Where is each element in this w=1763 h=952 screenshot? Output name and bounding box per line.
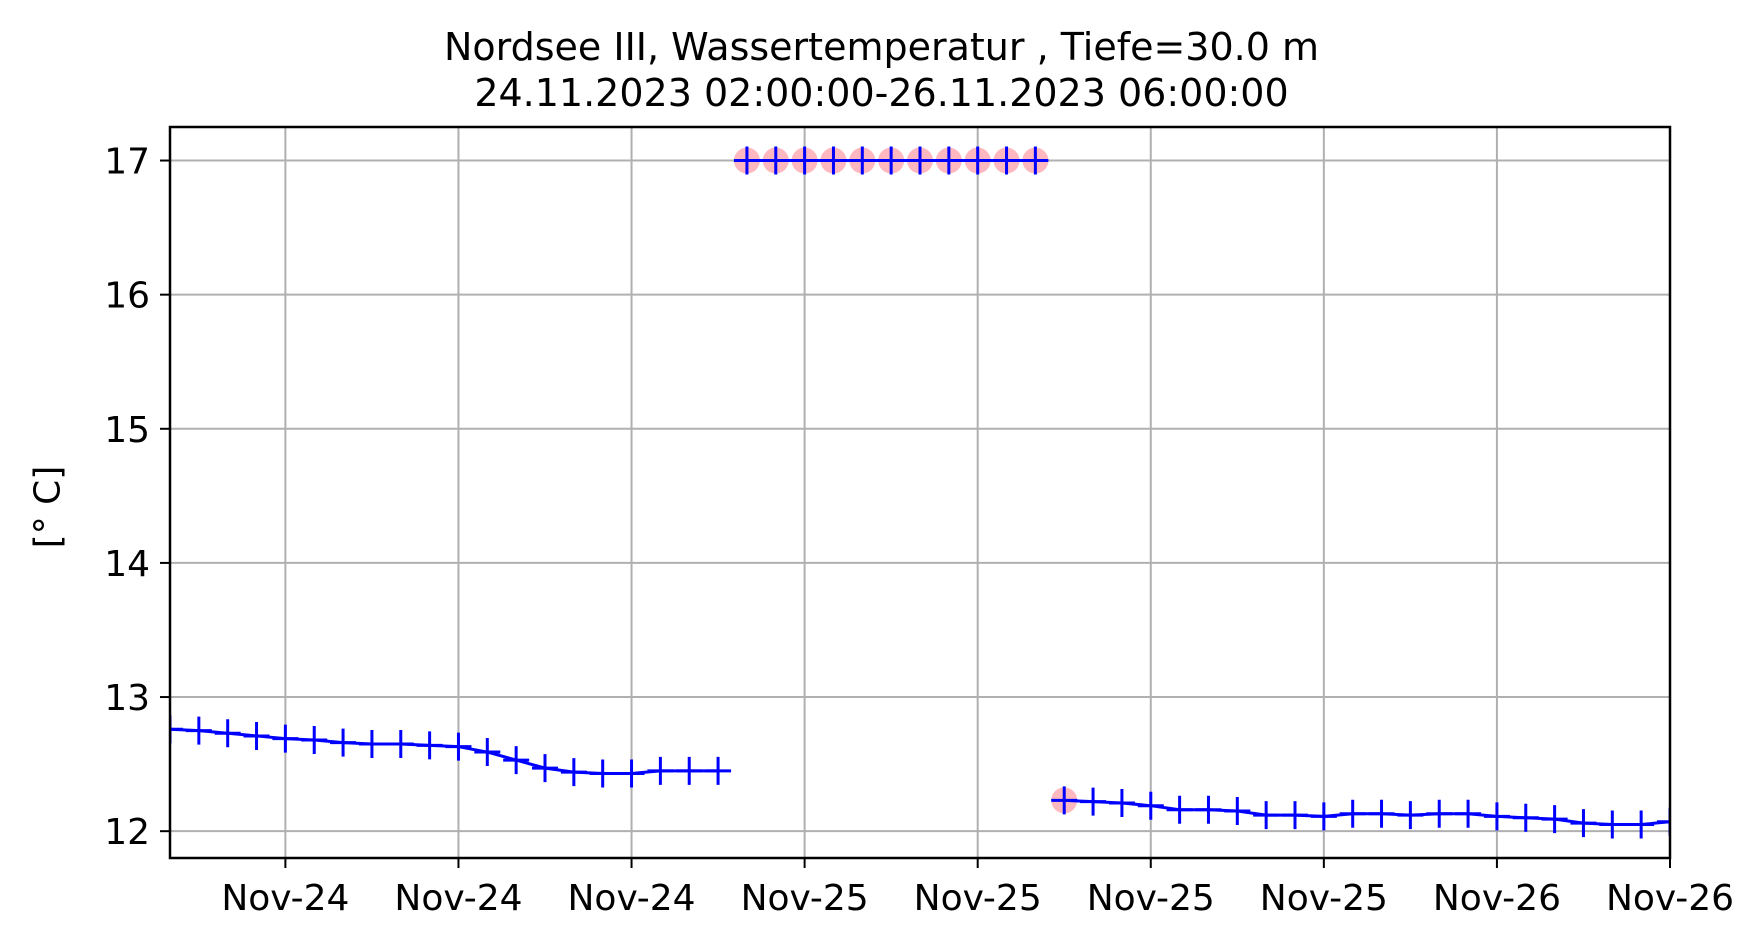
data-point: [416, 731, 443, 760]
x-tick-label: Nov-25: [741, 878, 869, 919]
x-tick-label: Nov-25: [914, 878, 1042, 919]
data-point: [762, 146, 789, 175]
x-tick-label: Nov-24: [394, 878, 522, 919]
data-point: [618, 759, 645, 788]
data-point: [503, 746, 530, 775]
data-point: [185, 716, 212, 745]
y-tick-label: 15: [104, 410, 150, 451]
data-point: [1080, 787, 1107, 816]
y-tick-label: 16: [104, 276, 150, 317]
x-tick-label: Nov-25: [1260, 878, 1388, 919]
data-point: [1512, 803, 1539, 832]
x-tick-label: Nov-25: [1087, 878, 1215, 919]
data-point: [170, 715, 183, 744]
data-point: [1628, 810, 1655, 839]
data-point: [791, 146, 818, 175]
data-point: [733, 146, 760, 175]
data-point: [1137, 791, 1164, 820]
data-point: [1541, 805, 1568, 834]
chart-title: Nordsee III, Wassertemperatur , Tiefe=30…: [443, 25, 1320, 69]
x-tick-label: Nov-24: [567, 878, 695, 919]
data-point: [1253, 801, 1280, 830]
data-point: [1455, 799, 1482, 828]
data-point: [1368, 799, 1395, 828]
data-point: [1426, 799, 1453, 828]
data-point: [1310, 802, 1337, 831]
data-point: [1195, 795, 1222, 824]
data-point: [907, 146, 933, 175]
y-tick-label: 13: [104, 678, 150, 719]
x-tick-label: Nov-26: [1606, 878, 1734, 919]
y-tick-label: 14: [104, 544, 150, 585]
data-point: [272, 724, 299, 753]
data-point: [532, 754, 558, 783]
data-point: [676, 756, 703, 785]
data-point: [1051, 786, 1078, 815]
data-point: [1022, 146, 1049, 175]
data-point: [964, 146, 991, 175]
data-point: [1339, 799, 1366, 828]
data-point: [993, 146, 1020, 175]
x-tick-label: Nov-24: [221, 878, 349, 919]
data-point: [1224, 797, 1251, 826]
data-point: [301, 725, 328, 754]
data-point: [820, 146, 847, 175]
data-point: [474, 738, 501, 767]
data-point: [647, 756, 674, 785]
data-point: [1570, 809, 1597, 838]
y-tick-label: 12: [104, 812, 150, 853]
data-point: [214, 719, 241, 748]
data-point: [849, 146, 876, 175]
x-tick-label: Nov-26: [1433, 878, 1561, 919]
data-point: [705, 756, 732, 785]
data-point: [445, 732, 472, 761]
data-point: [560, 758, 587, 787]
data-point: [387, 729, 414, 758]
data-point: [1397, 801, 1424, 830]
data-point: [935, 146, 962, 175]
data-point: [1108, 789, 1135, 818]
chart-subtitle: 24.11.2023 02:00:00-26.11.2023 06:00:00: [474, 71, 1289, 115]
data-point: [589, 759, 616, 788]
data-point: [1483, 802, 1510, 831]
data-point: [1166, 795, 1193, 824]
data-point: [1657, 807, 1670, 836]
data-point: [243, 721, 270, 750]
y-tick-label: 17: [104, 142, 150, 183]
series-group: [170, 146, 1670, 839]
data-point: [330, 728, 357, 757]
data-point: [1599, 810, 1626, 839]
plot-frame: [168, 125, 1672, 860]
data-point: [1282, 801, 1308, 830]
series-line-3: [1064, 798, 1670, 826]
data-point: [878, 146, 905, 175]
data-point: [358, 729, 385, 758]
